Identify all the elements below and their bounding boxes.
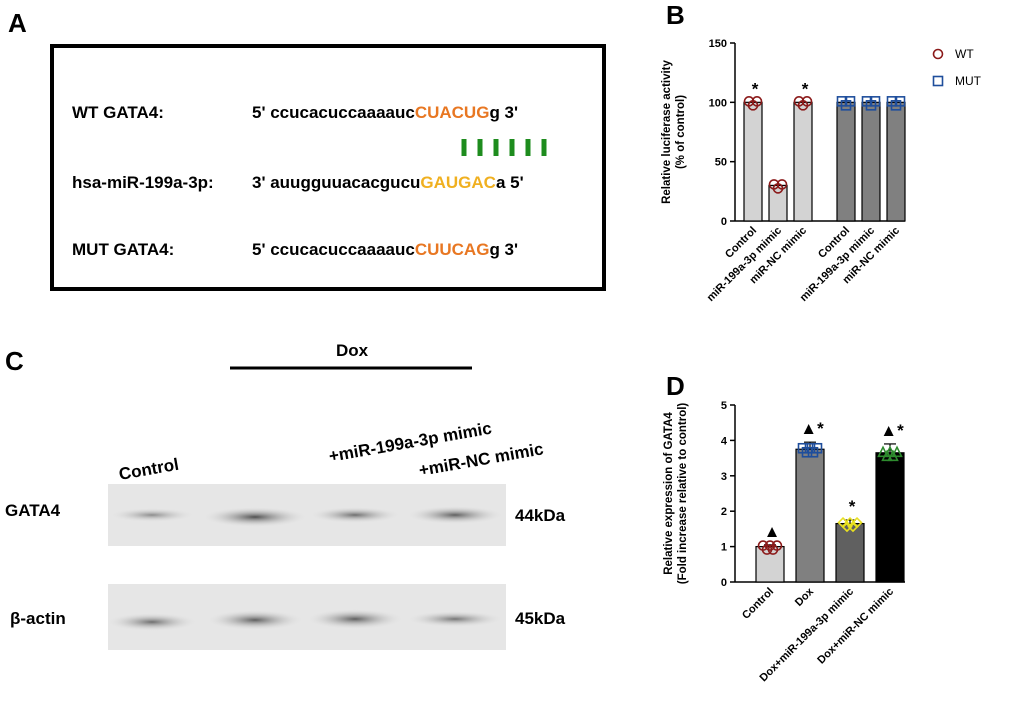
data-point [891, 445, 903, 458]
annotation: * [802, 79, 809, 98]
legend-label: MUT [955, 74, 982, 88]
data-point [811, 442, 823, 454]
blot-bands [107, 506, 503, 631]
pairing-marks [461, 139, 547, 156]
row-label: GATA4 [5, 501, 61, 520]
sequence-site: GAUGAC [420, 173, 496, 192]
sequence-site: CUUCAG [415, 240, 490, 259]
legend-marker [932, 75, 944, 87]
panel-label: C [5, 346, 24, 376]
y-axis-label: Relative expression of GATA4 [663, 412, 675, 575]
sequence-prefix: 5' ccucacuccaaaauc [252, 103, 415, 122]
sequence: 5' ccucacuccaaaaucCUACUGg 3' [252, 103, 518, 122]
data-point [869, 96, 881, 107]
sequence-suffix: a 5' [496, 173, 524, 192]
y-tick-label: 150 [709, 38, 727, 50]
lane-label: Control [117, 455, 180, 484]
y-axis-label: (Fold increase relative to control) [677, 403, 689, 585]
annotation: ▲* [800, 419, 824, 438]
bar [795, 448, 825, 583]
bar [768, 184, 788, 222]
chart: 0 50 100 150 Relative luciferase activity (% … [661, 38, 982, 304]
y-tick-label: 0 [721, 216, 727, 228]
panel-label: B [666, 0, 685, 30]
size-label: 45kDa [515, 609, 566, 628]
panel-label: D [666, 371, 685, 401]
sequence-name: hsa-miR-199a-3p: [72, 173, 214, 192]
chart: 0 1 2 3 4 5 Relative expression of GATA4 (Fold … [663, 400, 905, 684]
panel-label: A [8, 8, 27, 38]
annotation: ▲ [764, 522, 781, 541]
annotation: * [849, 497, 856, 516]
bar [886, 101, 906, 222]
y-tick-label: 50 [715, 157, 727, 169]
sequence-suffix: g 3' [489, 103, 518, 122]
x-tick-label: Dox+miR-NC mimic [815, 586, 896, 667]
x-tick-label: Control [740, 586, 776, 622]
x-tick-label: Dox [793, 585, 817, 609]
y-axis-label: (% of control) [675, 95, 687, 169]
bar [875, 452, 905, 583]
y-tick-label: 4 [721, 435, 728, 447]
data-point [851, 516, 863, 529]
sequence-box [50, 44, 606, 291]
y-tick-label: 0 [721, 577, 727, 589]
data-point [844, 96, 856, 107]
row-label: β-actin [10, 609, 66, 628]
data-point [894, 96, 906, 107]
data-point [776, 179, 788, 190]
sequence-panel: WT GATA4: 5' ccucacuccaaaaucCUACUGg 3'hsa… [72, 103, 524, 259]
sequence-name: WT GATA4: [72, 103, 164, 122]
bar [861, 101, 881, 222]
legend-marker [932, 48, 944, 60]
data-point [877, 445, 889, 458]
annotation: ▲* [880, 421, 904, 440]
bar [836, 101, 856, 222]
sequence-prefix: 5' ccucacuccaaaauc [252, 240, 415, 259]
sequence-suffix: g 3' [489, 240, 518, 259]
bar [793, 101, 813, 222]
sequence-site: CUACUG [415, 103, 490, 122]
annotation: * [752, 79, 759, 98]
sequence: 5' ccucacuccaaaaucCUUCAGg 3' [252, 240, 518, 259]
y-tick-label: 3 [721, 471, 727, 483]
data-point [751, 96, 763, 107]
bar [743, 101, 763, 222]
y-tick-label: 100 [709, 97, 727, 109]
bar [835, 522, 865, 583]
y-axis-label: Relative luciferase activity [661, 59, 673, 203]
data-point [801, 96, 813, 107]
sequence-name: MUT GATA4: [72, 240, 174, 259]
sequence-prefix: 3' auugguuacacgucu [252, 173, 420, 192]
legend-label: WT [955, 47, 974, 61]
size-label: 44kDa [515, 506, 566, 525]
y-tick-label: 1 [721, 542, 727, 554]
y-tick-label: 5 [721, 400, 727, 412]
y-tick-label: 2 [721, 506, 727, 518]
data-point [771, 540, 783, 551]
treatment-label: Dox [336, 341, 369, 360]
sequence: 3' auugguuacacgucuGAUGACa 5' [252, 173, 524, 192]
